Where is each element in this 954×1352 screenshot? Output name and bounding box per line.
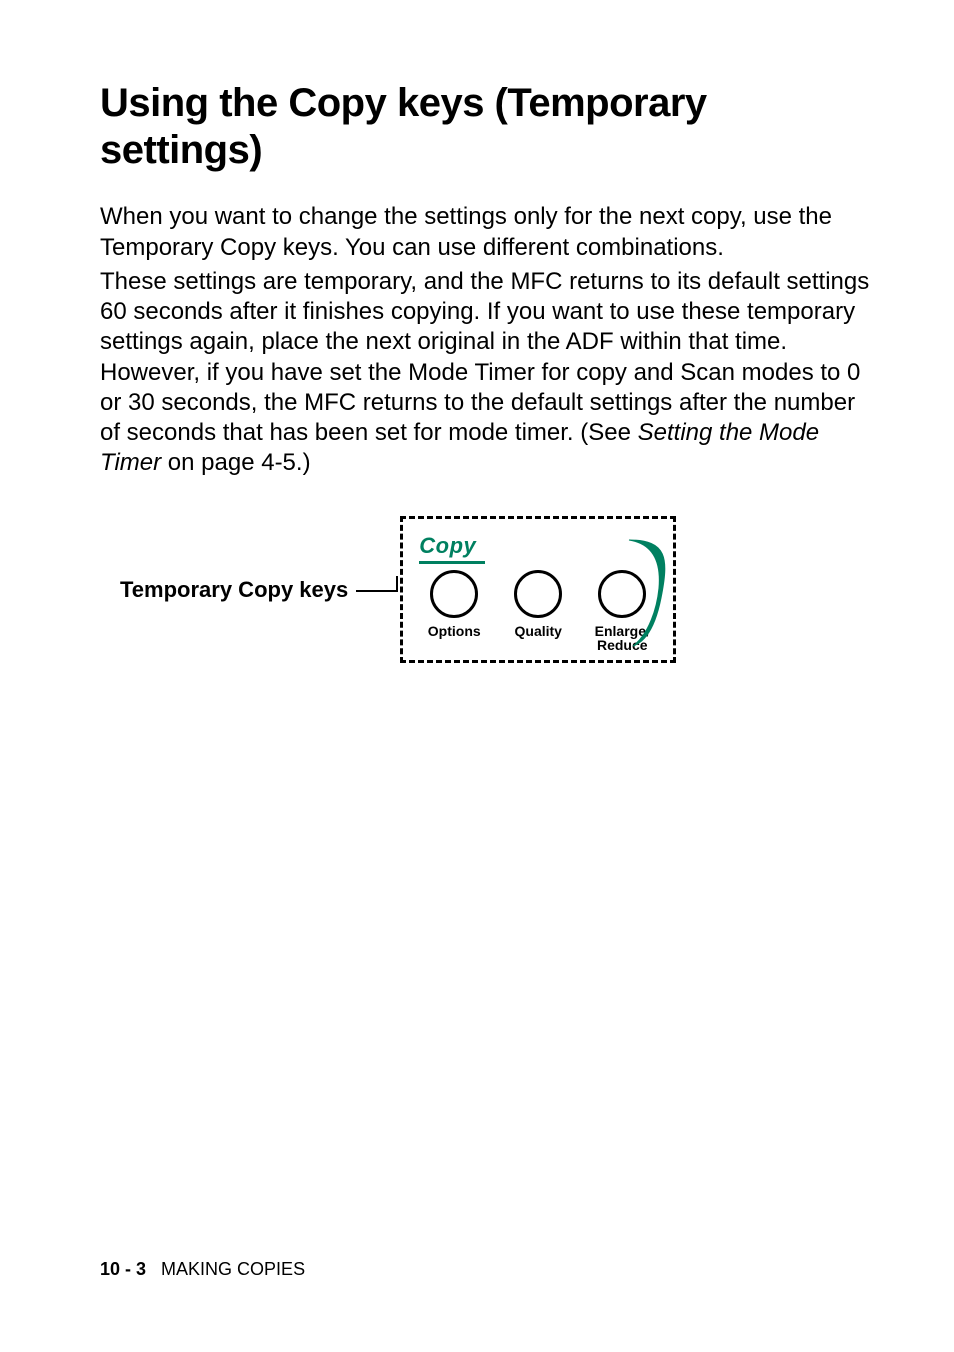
options-button[interactable] — [430, 570, 478, 618]
intro-paragraph-1: When you want to change the settings onl… — [100, 202, 875, 262]
footer-page-number: 10 - 3 — [100, 1259, 146, 1279]
quality-label: Quality — [515, 624, 562, 638]
copy-buttons-row: Options Quality Enlarge/Reduce — [415, 570, 661, 652]
page-footer: 10 - 3 MAKING COPIES — [100, 1259, 305, 1280]
copy-panel: Copy Options Quality Enlarge/Reduce — [400, 516, 676, 663]
callout-label: Temporary Copy keys — [120, 577, 348, 603]
copy-title-underline — [419, 561, 485, 564]
quality-button-group: Quality — [505, 570, 571, 638]
enlarge-reduce-label: Enlarge/Reduce — [595, 624, 650, 652]
options-label: Options — [428, 624, 481, 638]
options-button-group: Options — [421, 570, 487, 638]
footer-section: MAKING COPIES — [161, 1259, 305, 1279]
copy-panel-title: Copy — [419, 533, 661, 559]
page-heading: Using the Copy keys (Temporary settings) — [100, 80, 875, 174]
quality-button[interactable] — [514, 570, 562, 618]
copy-panel-border: Copy Options Quality Enlarge/Reduce — [400, 516, 676, 663]
para2-text-b: on page 4-5.) — [161, 449, 310, 476]
enlarge-reduce-button-group: Enlarge/Reduce — [589, 570, 655, 652]
callout-leader-line — [356, 576, 398, 592]
intro-paragraph-2: These settings are temporary, and the MF… — [100, 267, 875, 479]
enlarge-reduce-button[interactable] — [598, 570, 646, 618]
figure-row: Temporary Copy keys Copy Options Quality — [100, 516, 875, 663]
